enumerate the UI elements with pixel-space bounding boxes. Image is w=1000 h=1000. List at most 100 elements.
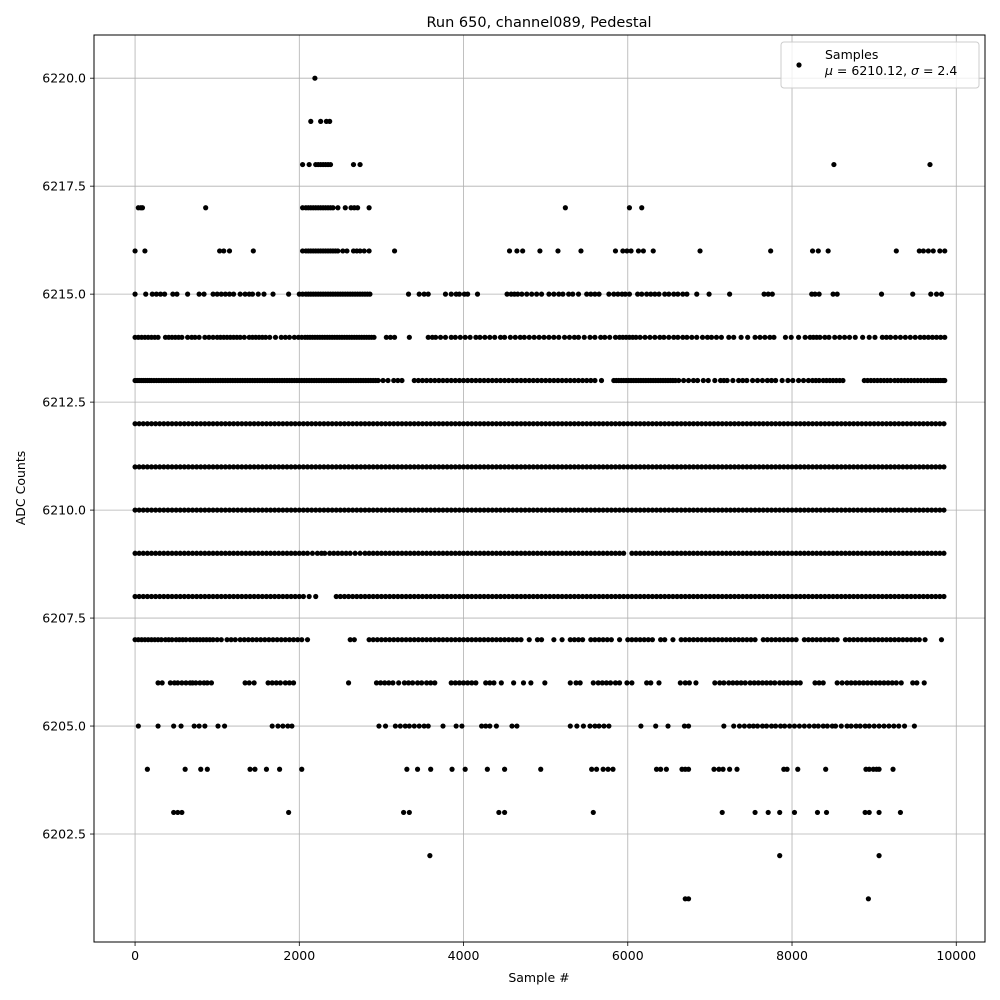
- data-point: [469, 680, 475, 686]
- data-point: [477, 637, 483, 643]
- data-point: [551, 593, 557, 600]
- data-point: [721, 680, 727, 686]
- data-point: [419, 377, 426, 384]
- data-point: [428, 464, 434, 470]
- data-point: [812, 291, 818, 297]
- data-point: [556, 291, 562, 297]
- data-point: [920, 421, 927, 427]
- data-point: [772, 421, 779, 427]
- data-point: [596, 464, 602, 470]
- data-point: [428, 507, 434, 513]
- data-point: [740, 550, 746, 556]
- data-point: [286, 680, 293, 686]
- data-point: [410, 680, 416, 686]
- data-point: [460, 680, 467, 686]
- data-point: [148, 550, 155, 556]
- data-point: [912, 421, 918, 427]
- data-point: [551, 507, 557, 513]
- data-point: [391, 334, 398, 340]
- data-point: [196, 723, 202, 729]
- data-point: [756, 550, 762, 556]
- data-point: [436, 507, 442, 513]
- data-point: [777, 809, 783, 816]
- data-point: [485, 464, 491, 470]
- data-point: [801, 593, 807, 600]
- data-point: [231, 421, 237, 427]
- data-point: [497, 464, 504, 470]
- data-point: [658, 593, 664, 600]
- data-point: [723, 550, 729, 556]
- data-point: [762, 334, 768, 340]
- data-point: [132, 421, 138, 427]
- data-point: [924, 464, 931, 470]
- data-point: [772, 593, 779, 600]
- data-point: [296, 464, 302, 470]
- data-point: [925, 334, 931, 340]
- data-point: [218, 507, 224, 513]
- data-point: [563, 550, 569, 556]
- data-point: [460, 507, 467, 513]
- data-point: [842, 464, 848, 470]
- data-point: [214, 421, 220, 427]
- data-point: [469, 421, 475, 427]
- data-point: [584, 291, 590, 297]
- data-point: [152, 550, 159, 556]
- data-point: [263, 464, 270, 470]
- data-point: [846, 637, 853, 643]
- data-point: [830, 507, 836, 513]
- data-point: [251, 464, 257, 470]
- data-point: [391, 377, 397, 384]
- data-point: [235, 464, 241, 470]
- data-point: [489, 507, 495, 513]
- data-point: [189, 550, 196, 556]
- data-point: [703, 637, 709, 643]
- data-point: [165, 507, 171, 513]
- data-point: [538, 421, 545, 427]
- data-point: [772, 680, 778, 686]
- data-point: [763, 680, 770, 686]
- data-point: [592, 593, 598, 600]
- data-point: [604, 593, 610, 600]
- data-point: [367, 291, 373, 297]
- data-point: [484, 766, 490, 772]
- data-point: [391, 550, 397, 556]
- data-point: [179, 809, 185, 816]
- data-point: [534, 507, 541, 513]
- data-point: [140, 464, 146, 470]
- data-point: [291, 334, 297, 340]
- data-point: [551, 421, 557, 427]
- data-point: [842, 507, 848, 513]
- data-point: [210, 291, 216, 297]
- data-point: [727, 766, 733, 772]
- data-point: [255, 464, 261, 470]
- data-point: [202, 550, 208, 556]
- data-point: [635, 248, 642, 254]
- data-point: [615, 291, 621, 297]
- data-point: [575, 550, 582, 556]
- data-point: [175, 809, 181, 816]
- data-point: [530, 593, 536, 600]
- data-point: [650, 248, 656, 254]
- data-point: [231, 593, 237, 600]
- data-point: [506, 464, 512, 470]
- data-point: [179, 680, 185, 686]
- data-point: [871, 464, 877, 470]
- data-point: [373, 680, 380, 686]
- data-point: [730, 680, 736, 686]
- data-point: [740, 464, 746, 470]
- data-point: [648, 291, 654, 297]
- data-point: [406, 809, 412, 816]
- data-point: [520, 248, 526, 254]
- data-point: [752, 593, 758, 600]
- data-point: [440, 464, 446, 470]
- data-point: [483, 680, 489, 686]
- data-point: [423, 421, 430, 427]
- data-point: [423, 680, 430, 686]
- data-point: [452, 377, 458, 384]
- data-point: [243, 464, 249, 470]
- data-point: [917, 334, 923, 340]
- data-point: [571, 550, 578, 556]
- data-point: [350, 464, 356, 470]
- data-point: [263, 593, 270, 600]
- data-point: [452, 593, 458, 600]
